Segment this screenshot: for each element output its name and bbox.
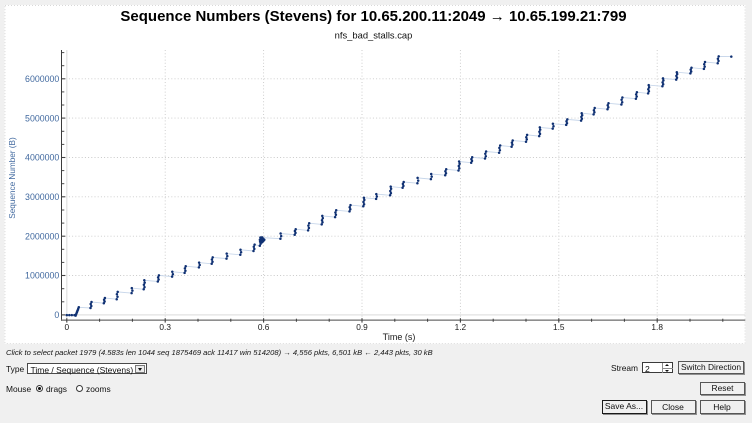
svg-text:0: 0	[54, 310, 59, 320]
svg-text:4000000: 4000000	[25, 153, 59, 163]
svg-text:5000000: 5000000	[25, 113, 59, 123]
svg-text:1.2: 1.2	[455, 322, 467, 332]
svg-text:Time (s): Time (s)	[383, 332, 416, 342]
svg-text:2000000: 2000000	[25, 231, 59, 241]
svg-text:0.3: 0.3	[159, 322, 171, 332]
svg-text:0.9: 0.9	[356, 322, 368, 332]
svg-text:0.6: 0.6	[258, 322, 270, 332]
svg-text:nfs_bad_stalls.cap: nfs_bad_stalls.cap	[335, 30, 413, 41]
svg-text:Sequence Number (B): Sequence Number (B)	[8, 137, 17, 219]
svg-text:Sequence Numbers (Stevens) for: Sequence Numbers (Stevens) for 10.65.200…	[120, 8, 626, 25]
svg-text:0: 0	[64, 322, 69, 332]
svg-text:1.8: 1.8	[651, 322, 663, 332]
svg-text:1000000: 1000000	[25, 271, 59, 281]
svg-text:1.5: 1.5	[553, 322, 565, 332]
svg-text:6000000: 6000000	[25, 74, 59, 84]
svg-text:3000000: 3000000	[25, 192, 59, 202]
